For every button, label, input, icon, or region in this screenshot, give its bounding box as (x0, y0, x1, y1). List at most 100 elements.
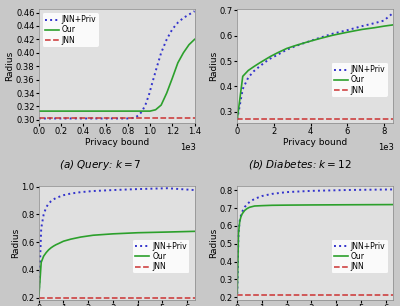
JNN+Priv (110, 188, 115, 192)
Line: Our: Our (237, 25, 393, 119)
JNN+Priv (61, 193, 66, 197)
JNN+Priv (252, 197, 257, 201)
Our (257, 61, 262, 65)
Our (142, 109, 147, 113)
Our (262, 58, 267, 62)
Our (44, 251, 48, 255)
JNN+Priv (330, 32, 335, 35)
JNN+Priv (382, 19, 386, 22)
Our (236, 232, 241, 235)
Line: JNN+Priv: JNN+Priv (237, 189, 393, 294)
Our (284, 47, 289, 50)
Our (135, 231, 140, 235)
JNN+Priv (49, 199, 54, 203)
Our (136, 109, 141, 113)
Text: (b) Diabetes: $k = 12$: (b) Diabetes: $k = 12$ (248, 158, 352, 170)
Our (235, 292, 240, 296)
JNN+Priv (154, 66, 159, 69)
Legend: JNN+Priv, Our, JNN: JNN+Priv, Our, JNN (133, 240, 189, 274)
JNN+Priv (235, 118, 240, 121)
Y-axis label: Radius: Radius (11, 228, 20, 258)
Our (192, 38, 197, 41)
JNN+Priv (54, 196, 58, 200)
JNN+Priv (242, 205, 247, 209)
Our (159, 103, 164, 107)
JNN+Priv (46, 202, 51, 205)
Our (110, 232, 115, 236)
Our (391, 203, 396, 207)
Our (275, 51, 280, 54)
Legend: JNN+Priv, Our, JNN: JNN+Priv, Our, JNN (42, 13, 98, 47)
JNN+Priv (192, 188, 197, 192)
Our (49, 246, 54, 250)
JNN+Priv (304, 40, 309, 44)
Our (317, 37, 322, 40)
JNN+Priv (284, 190, 289, 194)
JNN+Priv (284, 48, 289, 51)
Line: Our: Our (237, 205, 393, 294)
Our (345, 30, 350, 34)
Our (176, 61, 180, 65)
Our (181, 51, 186, 54)
JNN+Priv (391, 11, 396, 15)
Our (237, 220, 242, 223)
JNN+Priv (260, 194, 264, 198)
Our (91, 233, 96, 237)
Our (247, 205, 252, 209)
JNN+Priv (237, 219, 242, 222)
JNN+Priv (270, 192, 274, 196)
JNN+Priv (317, 36, 322, 40)
Our (36, 297, 41, 300)
Line: JNN+Priv: JNN+Priv (39, 188, 194, 298)
JNN+Priv (236, 231, 241, 235)
JNN+Priv (360, 24, 364, 28)
Our (41, 254, 46, 258)
JNN+Priv (238, 213, 243, 217)
X-axis label: Privacy bound: Privacy bound (84, 138, 149, 147)
Our (238, 215, 243, 218)
Our (240, 212, 244, 216)
Line: JNN+Priv: JNN+Priv (39, 11, 194, 118)
Our (240, 74, 245, 78)
Y-axis label: Radius: Radius (6, 51, 14, 81)
JNN+Priv (36, 297, 41, 300)
Text: 1e3: 1e3 (378, 143, 394, 152)
JNN+Priv (135, 187, 140, 191)
Our (125, 109, 130, 113)
JNN+Priv (41, 213, 46, 216)
JNN+Priv (78, 190, 83, 194)
JNN+Priv (140, 109, 145, 113)
JNN+Priv (251, 69, 256, 73)
JNN+Priv (309, 189, 314, 193)
Legend: JNN+Priv, Our, JNN: JNN+Priv, Our, JNN (332, 240, 388, 274)
JNN+Priv (56, 195, 61, 199)
Our (382, 24, 386, 28)
Our (186, 43, 191, 47)
JNN+Priv (391, 188, 396, 191)
JNN+Priv (125, 117, 130, 120)
Our (51, 244, 56, 248)
Our (56, 242, 61, 245)
JNN+Priv (240, 87, 245, 91)
Our (170, 76, 175, 80)
JNN+Priv (372, 21, 377, 25)
Our (68, 237, 73, 241)
Our (309, 203, 314, 207)
Our (39, 260, 44, 264)
Line: JNN+Priv: JNN+Priv (237, 13, 393, 119)
JNN+Priv (192, 9, 197, 13)
Our (251, 65, 256, 69)
JNN+Priv (186, 13, 191, 17)
Our (346, 203, 351, 207)
JNN+Priv (240, 210, 244, 214)
Our (330, 33, 335, 37)
JNN+Priv (165, 186, 170, 190)
Our (245, 207, 250, 210)
JNN+Priv (235, 292, 240, 296)
JNN+Priv (132, 116, 137, 120)
JNN+Priv (176, 21, 180, 24)
JNN+Priv (150, 81, 155, 85)
Y-axis label: Radius: Radius (210, 51, 218, 81)
Our (148, 109, 152, 113)
JNN+Priv (262, 61, 267, 64)
